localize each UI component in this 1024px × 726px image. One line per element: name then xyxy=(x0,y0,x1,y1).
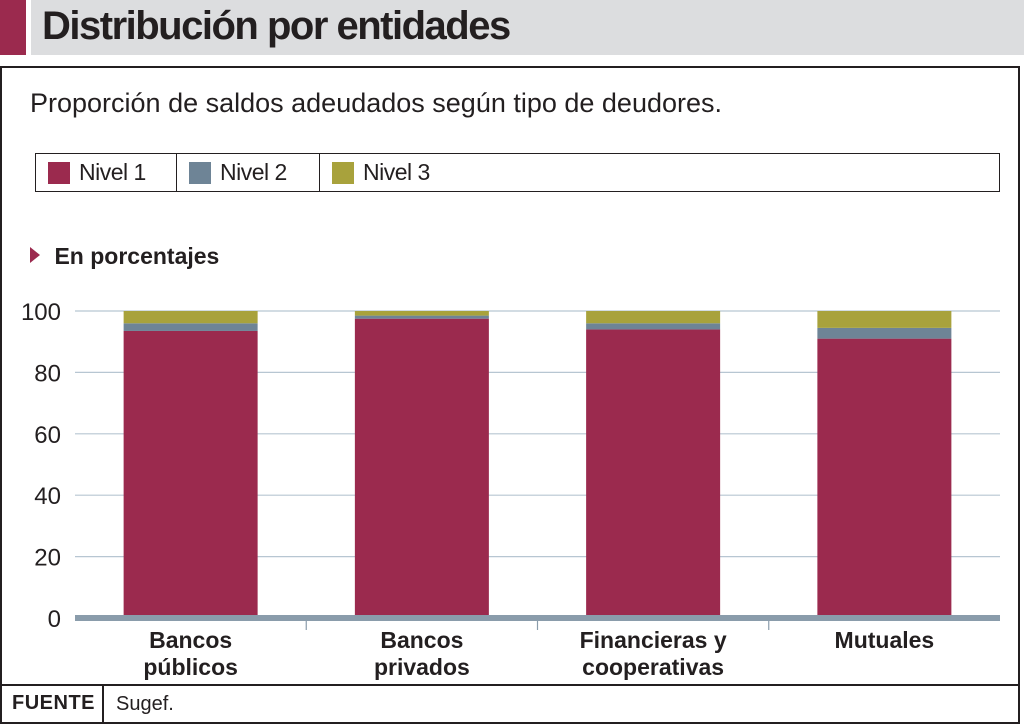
x-tick-label: cooperativas xyxy=(582,654,724,680)
title-bar: Distribución por entidades xyxy=(0,0,1024,60)
y-tick-label: 20 xyxy=(34,545,61,572)
legend-label-nivel-2: Nivel 2 xyxy=(220,159,287,185)
bar-segment-nivel-1 xyxy=(817,338,952,618)
chart-subtitle: Proporción de saldos adeudados según tip… xyxy=(30,88,723,118)
y-tick-label: 0 xyxy=(48,606,61,633)
source-label: FUENTE xyxy=(12,692,95,714)
x-tick-label: públicos xyxy=(143,654,238,680)
bar-segment-nivel-2 xyxy=(354,315,489,319)
x-tick-label: Financieras y xyxy=(580,627,727,653)
legend-item-nivel-3: Nivel 3 xyxy=(320,154,999,191)
legend-swatch-nivel-3 xyxy=(332,161,354,184)
bar-segment-nivel-2 xyxy=(817,327,952,339)
x-tick-label: Bancos xyxy=(149,627,232,653)
bar-segment-nivel-1 xyxy=(586,329,721,618)
bar-segment-nivel-2 xyxy=(586,323,721,330)
legend-item-nivel-1: Nivel 1 xyxy=(36,154,177,191)
x-axis-baseline xyxy=(75,615,1000,621)
legend: Nivel 1 Nivel 2 Nivel 3 xyxy=(35,153,1000,192)
bar-segment-nivel-3 xyxy=(586,311,721,324)
bar-segment-nivel-1 xyxy=(354,318,489,618)
bar-segment-nivel-2 xyxy=(123,323,258,331)
chart-frame xyxy=(0,66,1020,686)
source-divider xyxy=(102,686,104,722)
legend-swatch-nivel-1 xyxy=(48,161,70,184)
legend-label-nivel-1: Nivel 1 xyxy=(79,159,146,185)
y-tick-label: 80 xyxy=(34,360,61,387)
x-tick-label: privados xyxy=(374,654,470,680)
title-accent xyxy=(0,0,26,55)
bar-segment-nivel-1 xyxy=(123,330,258,618)
triangle-right-icon xyxy=(30,246,40,263)
y-tick-label: 100 xyxy=(21,299,61,326)
title-background xyxy=(31,0,1024,55)
x-tick-label: Mutuales xyxy=(835,627,935,653)
legend-label-nivel-3: Nivel 3 xyxy=(363,159,430,185)
source-bar: FUENTE Sugef. xyxy=(0,686,1020,724)
unit-heading: En porcentajes xyxy=(30,243,219,270)
stacked-bar-chart: 020406080100BancospúblicosBancosprivados… xyxy=(21,299,1000,680)
legend-item-nivel-2: Nivel 2 xyxy=(177,154,320,191)
legend-swatch-nivel-2 xyxy=(189,161,211,184)
unit-label: En porcentajes xyxy=(54,243,220,269)
page-title: Distribución por entidades xyxy=(42,4,511,48)
bar-segment-nivel-3 xyxy=(123,311,258,324)
y-tick-label: 60 xyxy=(34,422,61,449)
source-text: Sugef. xyxy=(116,693,174,715)
x-tick-label: Bancos xyxy=(380,627,463,653)
bar-segment-nivel-3 xyxy=(817,311,952,328)
y-tick-label: 40 xyxy=(34,483,61,510)
bar-segment-nivel-3 xyxy=(354,311,489,316)
